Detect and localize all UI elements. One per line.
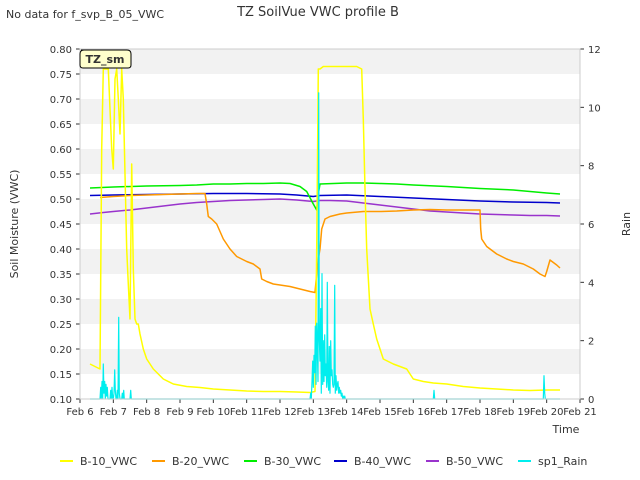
plot-band <box>80 49 580 74</box>
y-tick-label: 0.45 <box>50 220 72 231</box>
y-tick-label: 0.75 <box>50 70 72 81</box>
no-data-note: No data for f_svp_B_05_VWC <box>6 8 164 21</box>
legend-item-b-20-vwc: B-20_VWC <box>152 455 229 468</box>
y-tick-label: 0.30 <box>50 295 72 306</box>
plot-band <box>80 299 580 324</box>
y2-axis: 0 2 4 6 8 10 12 <box>580 45 601 406</box>
y-axis-label: Soil Moisture (VWC) <box>8 170 21 279</box>
legend-item-b-50-vwc: B-50_VWC <box>426 455 503 468</box>
tz-badge-label: TZ_sm <box>86 53 125 66</box>
legend-label: B-10_VWC <box>80 455 137 468</box>
plot-band <box>80 99 580 124</box>
y-tick-label: 0.50 <box>50 195 72 206</box>
y-tick-label: 0.55 <box>50 170 72 181</box>
x-tick-label: Feb 12 <box>263 407 297 418</box>
y-tick-label: 0.80 <box>50 45 72 56</box>
y-tick-label: 0.15 <box>50 370 72 381</box>
x-axis-label: Time <box>552 423 580 436</box>
y2-tick-label: 6 <box>588 220 594 231</box>
y-tick-label: 0.10 <box>50 395 72 406</box>
x-tick-label: Feb 19 <box>497 407 531 418</box>
tz-badge: TZ_sm <box>79 49 132 69</box>
y2-tick-label: 2 <box>588 337 594 348</box>
legend: B-10_VWC B-20_VWC B-30_VWC B-40_VWC B-50_VWC… <box>60 455 587 468</box>
y2-tick-label: 8 <box>588 162 594 173</box>
x-tick-label: Feb 10 <box>197 407 231 418</box>
legend-item-sp1-rain: sp1_Rain <box>518 455 587 468</box>
series-line-b-20-vwc <box>99 192 561 294</box>
series-line-sp1-rain <box>90 92 560 400</box>
x-tick-label: Feb 11 <box>230 407 264 418</box>
y2-tick-label: 10 <box>588 103 601 114</box>
x-tick-label: Feb 13 <box>297 407 331 418</box>
x-tick-label: Feb 17 <box>430 407 464 418</box>
x-tick-label: Feb 14 <box>330 407 364 418</box>
legend-label: B-40_VWC <box>354 455 411 468</box>
y2-axis-label: Rain <box>620 212 633 236</box>
y-tick-label: 0.35 <box>50 270 72 281</box>
x-tick-label: Feb 16 <box>397 407 431 418</box>
x-tick-label: Feb 9 <box>166 407 193 418</box>
x-axis: Feb 6 Feb 7 Feb 8 Feb 9 Feb 10 Feb 11 Feb 12 Fe… <box>66 399 597 418</box>
legend-item-b-40-vwc: B-40_VWC <box>334 455 411 468</box>
plot-frame <box>79 48 581 400</box>
legend-item-b-10-vwc: B-10_VWC <box>60 455 137 468</box>
y-axis: 0.10 0.15 0.20 0.25 0.30 0.35 0.40 0.45 0.50 0.55… <box>50 45 80 406</box>
y-tick-label: 0.20 <box>50 345 72 356</box>
legend-item-b-30-vwc: B-30_VWC <box>244 455 321 468</box>
y-tick-label: 0.40 <box>50 245 72 256</box>
plot-band <box>80 199 580 224</box>
x-tick-label: Feb 7 <box>100 407 127 418</box>
x-tick-label: Feb 8 <box>133 407 160 418</box>
y2-tick-label: 0 <box>588 395 594 406</box>
y-tick-label: 0.65 <box>50 120 72 131</box>
plot-band <box>80 149 580 174</box>
legend-label: B-50_VWC <box>446 455 503 468</box>
y2-tick-label: 12 <box>588 45 601 56</box>
y-tick-label: 0.25 <box>50 320 72 331</box>
legend-label: sp1_Rain <box>538 455 587 468</box>
series-line-b-30-vwc <box>89 182 561 211</box>
legend-label: B-20_VWC <box>172 455 229 468</box>
chart-title: TZ SoilVue VWC profile B <box>236 5 399 20</box>
plot-band <box>80 249 580 274</box>
x-tick-label: Feb 18 <box>463 407 497 418</box>
series-line-b-10-vwc <box>89 65 560 394</box>
legend-label: B-30_VWC <box>264 455 321 468</box>
x-tick-label: Feb 20 <box>530 407 564 418</box>
y-tick-label: 0.70 <box>50 95 72 106</box>
y2-tick-label: 4 <box>588 278 594 289</box>
series-lines <box>89 65 561 400</box>
x-tick-label: Feb 15 <box>363 407 397 418</box>
x-tick-label: Feb 21 <box>563 407 597 418</box>
x-tick-label: Feb 6 <box>66 407 93 418</box>
y-tick-label: 0.60 <box>50 145 72 156</box>
